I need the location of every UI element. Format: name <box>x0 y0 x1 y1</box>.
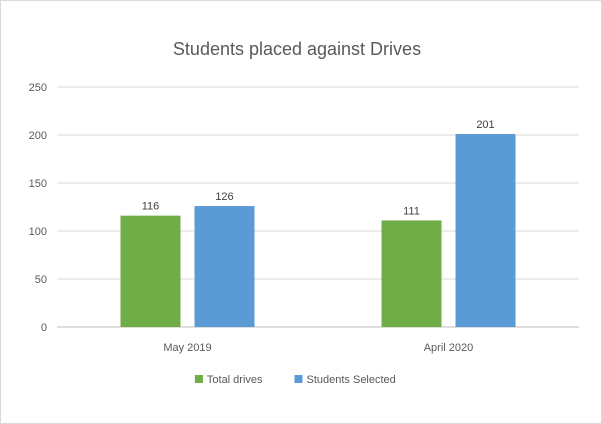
data-label: 116 <box>142 201 160 213</box>
data-label: 201 <box>476 119 494 131</box>
y-tick-label: 100 <box>29 226 47 238</box>
bar-students-selected-april-2020 <box>455 134 516 327</box>
y-tick-label: 0 <box>41 322 47 334</box>
y-tick-label: 150 <box>29 178 47 190</box>
data-label: 126 <box>215 191 233 203</box>
legend: Total drives Students Selected <box>194 374 396 386</box>
legend-swatch-students-selected <box>294 375 303 383</box>
data-label: 111 <box>403 205 420 217</box>
bars <box>120 134 516 327</box>
x-axis-ticks: May 2019 April 2020 <box>163 342 473 354</box>
y-axis-ticks: 0 50 100 150 200 250 <box>29 82 47 334</box>
y-tick-label: 50 <box>35 274 47 286</box>
bar-students-selected-may-2019 <box>194 206 255 327</box>
y-tick-label: 250 <box>29 82 47 94</box>
x-tick-label: May 2019 <box>163 342 211 354</box>
bar-total-drives-may-2019 <box>120 215 181 327</box>
y-tick-label: 200 <box>29 130 47 142</box>
legend-label: Students Selected <box>307 374 396 386</box>
bar-total-drives-april-2020 <box>381 220 442 327</box>
chart-title: Students placed against Drives <box>173 39 421 59</box>
data-labels: 116 126 111 201 <box>142 119 495 217</box>
legend-swatch-total-drives <box>194 375 203 383</box>
legend-label: Total drives <box>207 374 263 386</box>
x-tick-label: April 2020 <box>424 342 474 354</box>
